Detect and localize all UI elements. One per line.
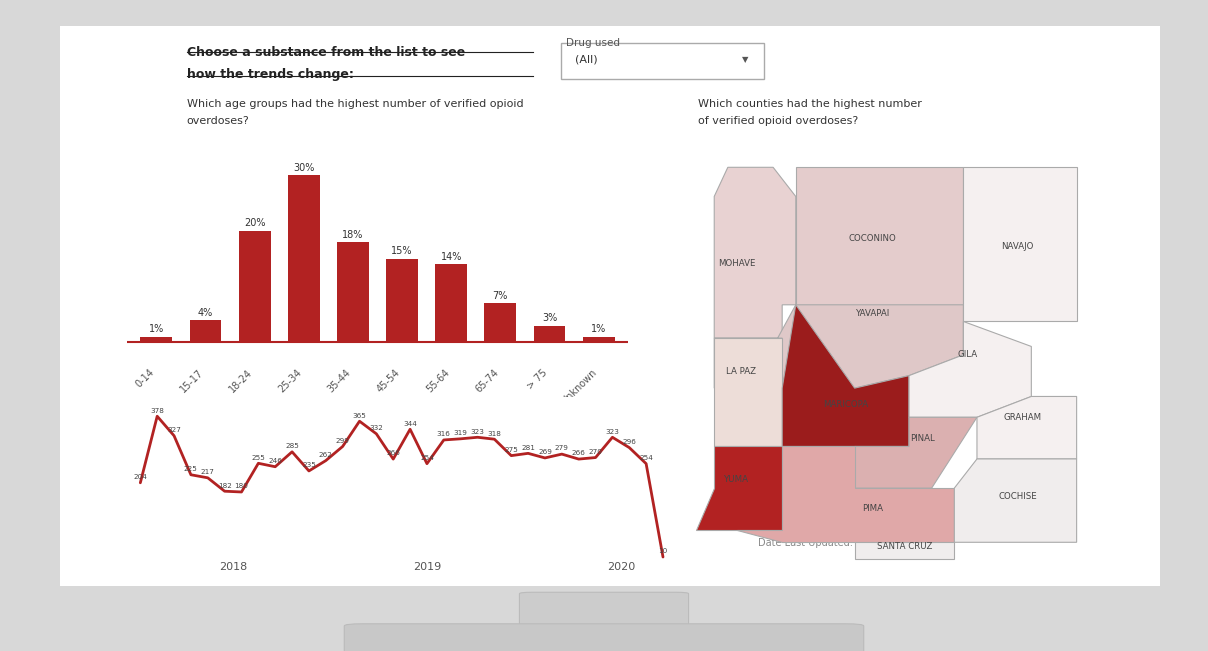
Text: NAVAJO: NAVAJO [1001, 242, 1034, 251]
Text: 2019: 2019 [413, 562, 441, 572]
Bar [387, 258, 418, 342]
Bar [534, 326, 565, 342]
Text: 235: 235 [302, 462, 315, 468]
Text: MOHAVE: MOHAVE [718, 258, 756, 268]
Text: 30%: 30% [294, 163, 314, 173]
Text: Drug used: Drug used [567, 38, 620, 48]
Bar [140, 337, 173, 342]
Text: PIMA: PIMA [863, 505, 883, 514]
Polygon shape [696, 447, 783, 530]
Text: Choose a substance from the list to see: Choose a substance from the list to see [187, 46, 465, 59]
Text: What are the trends in verified opioid overdoses reported?: What are the trends in verified opioid o… [187, 351, 513, 361]
Text: 365: 365 [353, 413, 366, 419]
Text: of verified opioid overdoses?: of verified opioid overdoses? [698, 116, 858, 126]
Text: 255: 255 [251, 454, 266, 461]
Text: 2018: 2018 [219, 562, 248, 572]
Text: 269: 269 [538, 449, 552, 455]
Text: 3%: 3% [542, 313, 557, 324]
Bar [288, 175, 320, 342]
Polygon shape [714, 167, 796, 338]
Bar [484, 303, 516, 342]
Text: 225: 225 [184, 466, 198, 472]
Text: 217: 217 [201, 469, 215, 475]
Text: 279: 279 [554, 445, 569, 451]
Text: MARICOPA: MARICOPA [823, 400, 869, 409]
Text: 275: 275 [504, 447, 518, 453]
Bar [190, 320, 221, 342]
Polygon shape [977, 396, 1076, 459]
Text: COCHISE: COCHISE [998, 492, 1038, 501]
FancyBboxPatch shape [561, 43, 763, 79]
Text: 266: 266 [387, 450, 400, 456]
Text: GILA: GILA [958, 350, 978, 359]
Text: 254: 254 [639, 455, 654, 461]
Text: PINAL: PINAL [911, 434, 935, 443]
Bar [435, 264, 467, 342]
Text: 319: 319 [454, 430, 467, 436]
Text: (All): (All) [575, 55, 598, 64]
Text: 285: 285 [285, 443, 300, 449]
Text: 20%: 20% [244, 218, 266, 229]
Text: 1%: 1% [591, 324, 606, 335]
Polygon shape [737, 447, 954, 542]
Polygon shape [908, 322, 1032, 417]
Polygon shape [855, 542, 954, 559]
Text: 262: 262 [319, 452, 332, 458]
Polygon shape [783, 305, 908, 447]
Polygon shape [964, 167, 1076, 322]
Text: 15%: 15% [391, 246, 413, 256]
Text: 378: 378 [150, 408, 164, 413]
Text: 204: 204 [133, 474, 147, 480]
Text: SANTA CRUZ: SANTA CRUZ [877, 542, 933, 551]
Text: LA PAZ: LA PAZ [726, 367, 756, 376]
Text: 1%: 1% [149, 324, 164, 335]
Text: Which age groups had the highest number of verified opioid: Which age groups had the highest number … [187, 99, 523, 109]
Text: 323: 323 [605, 428, 620, 435]
Text: 299: 299 [336, 437, 349, 444]
Text: 316: 316 [437, 431, 451, 437]
Text: GRAHAM: GRAHAM [1003, 413, 1041, 422]
Text: 10: 10 [658, 548, 668, 555]
Text: 270: 270 [588, 449, 603, 455]
Bar [239, 230, 271, 342]
Polygon shape [796, 167, 964, 305]
Polygon shape [714, 305, 964, 388]
Text: 4%: 4% [198, 308, 213, 318]
Text: Date Last Updated:: Date Last Updated: [759, 538, 853, 548]
Text: ▼: ▼ [742, 55, 749, 64]
Text: 14%: 14% [441, 252, 461, 262]
Text: overdoses?: overdoses? [187, 116, 250, 126]
Text: 281: 281 [521, 445, 535, 450]
Text: YUMA: YUMA [725, 475, 749, 484]
FancyBboxPatch shape [39, 15, 1181, 597]
FancyBboxPatch shape [344, 624, 864, 651]
Text: Which counties had the highest number: Which counties had the highest number [698, 99, 922, 109]
Text: 18%: 18% [342, 230, 364, 240]
Text: 344: 344 [403, 421, 417, 426]
Bar [582, 337, 615, 342]
FancyBboxPatch shape [519, 592, 689, 631]
Text: 2020: 2020 [606, 562, 635, 572]
Text: 254: 254 [420, 455, 434, 461]
Text: 327: 327 [167, 427, 181, 433]
Text: 7%: 7% [493, 291, 509, 301]
Polygon shape [954, 459, 1076, 542]
Text: 180: 180 [234, 483, 249, 490]
Text: 296: 296 [622, 439, 637, 445]
Text: 182: 182 [217, 482, 232, 488]
Text: 246: 246 [268, 458, 283, 464]
Polygon shape [714, 338, 783, 447]
Bar [337, 242, 368, 342]
Polygon shape [855, 417, 977, 488]
Text: 323: 323 [471, 428, 484, 435]
Text: 332: 332 [370, 425, 383, 431]
Text: 266: 266 [571, 450, 586, 456]
Text: 318: 318 [488, 430, 501, 437]
Text: how the trends change:: how the trends change: [187, 68, 354, 81]
Text: YAVAPAI: YAVAPAI [855, 309, 890, 318]
Text: COCONINO: COCONINO [849, 234, 896, 243]
Text: 2/6/2020: 2/6/2020 [912, 538, 956, 548]
